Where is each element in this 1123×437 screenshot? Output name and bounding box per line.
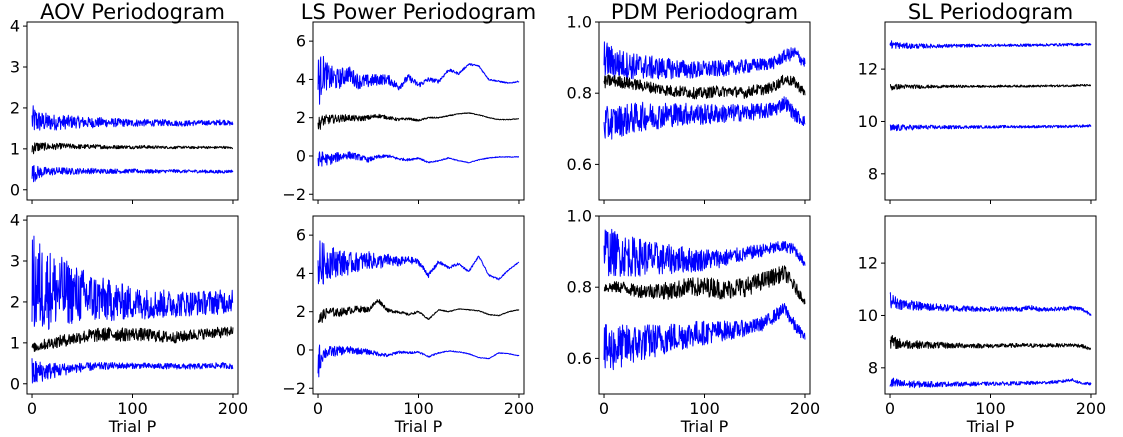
- subplot-2-1: 0 1 2 3 4 0 100 200 Trial P: [10, 211, 248, 436]
- y-tick-label: 0: [296, 146, 306, 165]
- x-tick-label: 0: [885, 399, 895, 418]
- series-line-3: [317, 344, 520, 378]
- axes-frame: [312, 215, 525, 395]
- y-tick-label: 2: [10, 98, 20, 117]
- series-group: [317, 240, 520, 378]
- x-tick-label: 200: [790, 399, 821, 418]
- series-line-3: [31, 164, 234, 183]
- y-tick-label: 10: [858, 112, 878, 131]
- y-tick-label: 4: [296, 264, 306, 283]
- y-tick-label: 0: [10, 180, 20, 199]
- y-tick-label: 2: [296, 302, 306, 321]
- series-line-2: [889, 334, 1092, 351]
- y-tick-label: 4: [10, 17, 20, 36]
- series-line-3: [603, 303, 806, 371]
- x-tick-label: 200: [1076, 399, 1107, 418]
- x-tick-label: 100: [975, 399, 1006, 418]
- y-tick-label: 1: [10, 139, 20, 158]
- series-group: [603, 41, 806, 140]
- x-tick-label: 100: [689, 399, 720, 418]
- y-tick-label: 2: [296, 108, 306, 127]
- y-tick-label: 2: [10, 292, 20, 311]
- series-line-2: [31, 326, 234, 352]
- x-tick-label: 200: [504, 399, 535, 418]
- series-line-3: [603, 96, 806, 140]
- y-tick-label: 12: [858, 60, 878, 79]
- series-group: [889, 292, 1092, 389]
- series-line-1: [603, 228, 806, 277]
- y-tick-label: 0: [296, 340, 306, 359]
- x-axis-label: Trial P: [108, 417, 157, 436]
- y-tick-label: 3: [10, 58, 20, 77]
- series-line-2: [889, 83, 1092, 91]
- series-line-2: [317, 299, 520, 323]
- y-tick-label: 0.8: [567, 84, 592, 103]
- y-tick-label: 4: [10, 211, 20, 230]
- x-tick-label: 0: [313, 399, 323, 418]
- series-line-3: [889, 124, 1092, 132]
- series-line-1: [31, 105, 234, 131]
- y-tick-label: −2: [282, 185, 306, 204]
- x-axis-label: Trial P: [966, 417, 1015, 436]
- x-axis-label: Trial P: [680, 417, 729, 436]
- series-line-3: [31, 358, 234, 384]
- series-line-3: [317, 151, 520, 167]
- y-tick-label: 1.0: [567, 207, 592, 226]
- subplot-title: LS Power Periodogram: [301, 0, 537, 24]
- x-tick-label: 0: [27, 399, 37, 418]
- y-tick-label: 8: [868, 164, 878, 183]
- series-line-2: [603, 265, 806, 305]
- y-tick-label: 0: [10, 374, 20, 393]
- subplot-title: SL Periodogram: [908, 0, 1073, 24]
- series-line-1: [317, 240, 520, 285]
- y-tick-label: 0.8: [567, 278, 592, 297]
- y-tick-label: 1: [10, 333, 20, 352]
- axes-frame: [26, 21, 239, 201]
- y-tick-label: 3: [10, 252, 20, 271]
- x-tick-label: 0: [599, 399, 609, 418]
- series-line-1: [603, 41, 806, 80]
- subplot-2-3: 0.6 0.8 1.0 0 100 200 Trial P: [567, 207, 821, 437]
- y-tick-label: 10: [858, 306, 878, 325]
- series-line-1: [31, 235, 234, 330]
- y-tick-label: 4: [296, 70, 306, 89]
- y-tick-label: 8: [868, 358, 878, 377]
- series-group: [31, 105, 234, 183]
- axes-frame: [884, 21, 1097, 201]
- subplot-1-3: 0.6 0.8 1.0 PDM Periodogram: [567, 0, 811, 204]
- x-axis-label: Trial P: [394, 417, 443, 436]
- series-group: [889, 40, 1092, 132]
- series-line-1: [889, 40, 1092, 50]
- y-tick-label: 12: [858, 254, 878, 273]
- series-line-1: [317, 55, 520, 105]
- series-line-2: [31, 142, 234, 155]
- y-tick-label: 6: [296, 32, 306, 51]
- series-line-2: [317, 112, 520, 130]
- y-tick-label: −2: [282, 379, 306, 398]
- x-tick-label: 200: [218, 399, 249, 418]
- subplot-1-4: 8 10 12 SL Periodogram: [858, 0, 1097, 204]
- subplot-2-4: 8 10 12 0 100 200 Trial P: [858, 215, 1107, 436]
- series-line-3: [889, 377, 1092, 389]
- subplot-1-1: 0 1 2 3 4 AOV Periodogram: [10, 0, 239, 204]
- subplot-title: AOV Periodogram: [40, 0, 225, 24]
- subplot-2-2: −2 0 2 4 6 0 100 200 Trial P: [282, 215, 535, 436]
- series-group: [603, 228, 806, 371]
- subplot-1-2: −2 0 2 4 6 LS Power Periodogram: [282, 0, 536, 204]
- subplot-title: PDM Periodogram: [611, 0, 798, 24]
- y-tick-label: 6: [296, 226, 306, 245]
- x-tick-label: 100: [403, 399, 434, 418]
- y-tick-label: 1.0: [567, 13, 592, 32]
- axes-frame: [312, 21, 525, 201]
- x-tick-label: 100: [117, 399, 148, 418]
- series-line-1: [889, 292, 1092, 316]
- y-tick-label: 0.6: [567, 155, 592, 174]
- series-group: [317, 55, 520, 167]
- series-group: [31, 235, 234, 384]
- series-line-2: [603, 74, 806, 100]
- y-tick-label: 0.6: [567, 349, 592, 368]
